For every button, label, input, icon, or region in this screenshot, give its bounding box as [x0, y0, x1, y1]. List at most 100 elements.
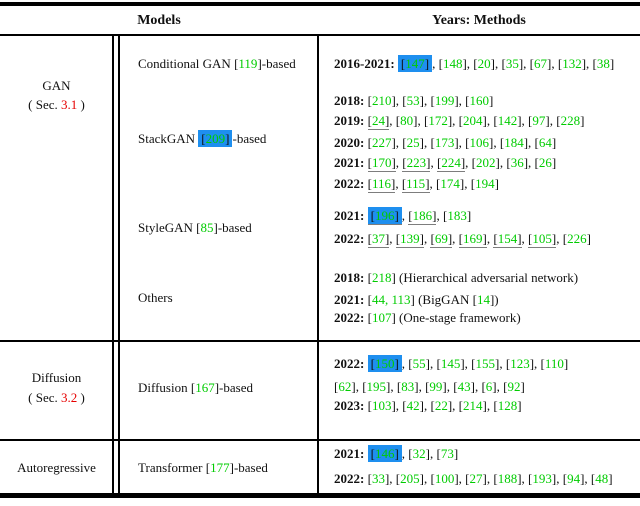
citation-193[interactable]: [193]: [528, 471, 556, 486]
citation-bracket: ]: [426, 155, 431, 170]
citation-186[interactable]: [186]: [408, 208, 437, 225]
section-ref[interactable]: 3.2: [61, 390, 78, 405]
citation-139[interactable]: [139]: [395, 231, 424, 248]
citation-123[interactable]: [123]: [506, 356, 534, 371]
citation-115[interactable]: [115]: [401, 176, 430, 193]
citation-85[interactable]: [85]: [196, 220, 218, 235]
citation-195[interactable]: [195]: [362, 379, 390, 394]
citation-33[interactable]: [33]: [368, 471, 390, 486]
citation-94[interactable]: [94]: [563, 471, 585, 486]
citation-6[interactable]: [6]: [481, 379, 496, 394]
citation-147[interactable]: [147]: [397, 55, 433, 72]
citation-194[interactable]: [194]: [471, 176, 499, 191]
citation-38[interactable]: [38]: [593, 56, 615, 71]
citation-128[interactable]: [128]: [493, 398, 521, 413]
citation-173[interactable]: [173]: [430, 135, 458, 150]
citation-155[interactable]: [155]: [471, 356, 499, 371]
citation-73[interactable]: [73]: [436, 446, 458, 461]
methods-line: 2022: [37], [139], [69], [169], [154], […: [334, 231, 591, 248]
citation-154[interactable]: [154]: [493, 231, 522, 248]
citation-44-113[interactable]: [44, 113]: [368, 292, 415, 307]
citation-214[interactable]: [214]: [459, 398, 487, 413]
year-label: 2018:: [334, 270, 365, 285]
citation-64[interactable]: [64]: [535, 135, 557, 150]
citation-42[interactable]: [42]: [402, 398, 424, 413]
citation-36[interactable]: [36]: [506, 155, 528, 170]
citation-25[interactable]: [25]: [402, 135, 424, 150]
citation-69[interactable]: [69]: [430, 231, 453, 248]
citation-209[interactable]: [209]: [198, 130, 233, 147]
citation-188[interactable]: [188]: [493, 471, 521, 486]
double-rule-right-3: [118, 441, 120, 493]
citation-103[interactable]: [103]: [368, 398, 396, 413]
citation-177[interactable]: [177]: [206, 460, 234, 475]
citation-48[interactable]: [48]: [591, 471, 613, 486]
citation-43[interactable]: [43]: [453, 379, 475, 394]
citation-92[interactable]: [92]: [503, 379, 525, 394]
citation-167[interactable]: [167]: [191, 380, 219, 395]
citation-27[interactable]: [27]: [465, 471, 487, 486]
citation-35[interactable]: [35]: [501, 56, 523, 71]
citation-199[interactable]: [199]: [430, 93, 458, 108]
citation-196[interactable]: [196]: [367, 207, 402, 225]
citation-number: 173: [434, 135, 455, 150]
citation-110[interactable]: [110]: [541, 356, 569, 371]
citation-99[interactable]: [99]: [425, 379, 447, 394]
citation-bracket: ]: [213, 220, 218, 235]
citation-183[interactable]: [183]: [443, 208, 471, 223]
section-ref[interactable]: 3.1: [61, 97, 78, 112]
citation-26[interactable]: [26]: [535, 155, 557, 170]
citation-226[interactable]: [226]: [563, 231, 591, 246]
citation-169[interactable]: [169]: [458, 231, 487, 248]
citation-bracket: [: [528, 231, 533, 246]
citation-172[interactable]: [172]: [424, 113, 452, 128]
citation-97[interactable]: [97]: [528, 113, 550, 128]
citation-bracket: [: [506, 155, 511, 170]
citation-160[interactable]: [160]: [465, 93, 493, 108]
citation-202[interactable]: [202]: [472, 155, 500, 170]
citation-184[interactable]: [184]: [500, 135, 528, 150]
citation-174[interactable]: [174]: [436, 176, 464, 191]
year-label: 2021:: [334, 155, 365, 170]
citation-205[interactable]: [205]: [396, 471, 424, 486]
citation-32[interactable]: [32]: [408, 446, 430, 461]
citation-105[interactable]: [105]: [528, 231, 557, 248]
citation-22[interactable]: [22]: [430, 398, 452, 413]
citation-223[interactable]: [223]: [402, 155, 431, 172]
citation-116[interactable]: [116]: [367, 176, 396, 193]
citation-62[interactable]: [62]: [334, 379, 356, 394]
citation-119[interactable]: [119]: [234, 56, 262, 71]
citation-bracket: [: [470, 176, 476, 191]
citation-bracket: ]: [586, 231, 591, 246]
citation-bracket: [: [402, 93, 407, 108]
citation-146[interactable]: [146]: [367, 445, 402, 462]
citation-148[interactable]: [148]: [439, 56, 467, 71]
citation-170[interactable]: [170]: [367, 155, 396, 172]
category-gan-line-2: ( Sec. 3.1 ): [0, 96, 113, 113]
citation-37[interactable]: [37]: [367, 231, 390, 248]
citation-145[interactable]: [145]: [436, 356, 464, 371]
citation-67[interactable]: [67]: [530, 56, 552, 71]
citation-24[interactable]: [24]: [367, 113, 390, 130]
citation-107[interactable]: [107]: [368, 310, 396, 325]
citation-210[interactable]: [210]: [368, 93, 396, 108]
citation-142[interactable]: [142]: [493, 113, 521, 128]
citation-bracket: [: [499, 135, 505, 150]
citation-83[interactable]: [83]: [397, 379, 419, 394]
citation-53[interactable]: [53]: [402, 93, 424, 108]
citation-150[interactable]: [150]: [367, 355, 402, 372]
citation-55[interactable]: [55]: [408, 356, 430, 371]
citation-204[interactable]: [204]: [459, 113, 487, 128]
citation-14[interactable]: [14]: [473, 292, 495, 307]
citation-132[interactable]: [132]: [558, 56, 586, 71]
citation-100[interactable]: [100]: [430, 471, 458, 486]
citation-20[interactable]: [20]: [473, 56, 495, 71]
citation-80[interactable]: [80]: [396, 113, 418, 128]
citation-218[interactable]: [218]: [368, 270, 396, 285]
citation-227[interactable]: [227]: [368, 135, 396, 150]
methods-line: 2022: [107] (One-stage framework): [334, 309, 521, 326]
text: GAN: [42, 78, 71, 93]
citation-106[interactable]: [106]: [465, 135, 493, 150]
citation-228[interactable]: [228]: [556, 113, 584, 128]
citation-224[interactable]: [224]: [436, 155, 466, 172]
